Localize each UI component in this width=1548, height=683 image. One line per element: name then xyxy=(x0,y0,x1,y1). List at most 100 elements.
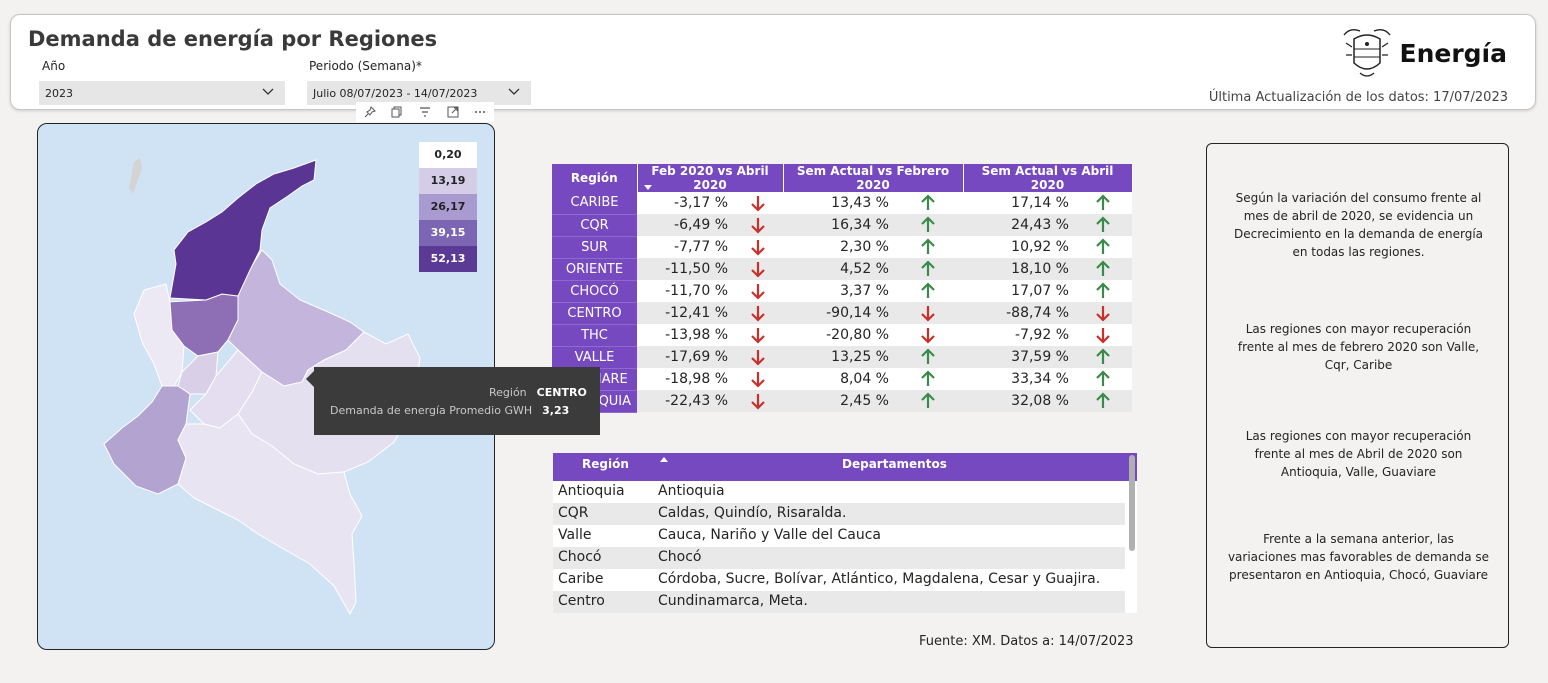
arrow-down-icon xyxy=(750,240,765,256)
value-cell: 2,30 % xyxy=(783,236,893,258)
region-cell: Centro xyxy=(558,593,605,609)
period-slicer[interactable]: Julio 08/07/2023 - 14/07/2023 xyxy=(307,81,531,105)
value-cell: -18,98 % xyxy=(637,368,732,390)
arrow-down-icon xyxy=(921,328,935,344)
coat-of-arms-icon xyxy=(1342,28,1391,77)
chevron-down-icon xyxy=(262,88,274,95)
arrow-down-icon xyxy=(921,306,935,322)
arrow-down-icon xyxy=(750,350,765,366)
value-cell: -7,77 % xyxy=(637,236,732,258)
colombia-map xyxy=(103,158,421,616)
arrow-up-icon xyxy=(921,348,935,364)
arrow-up-icon xyxy=(921,216,935,232)
year-slicer[interactable]: 2023 xyxy=(39,81,285,105)
table-row[interactable]: CHOCÓ -11,70 % 3,37 % 17,07 % xyxy=(552,280,1132,303)
chevron-down-icon xyxy=(508,88,520,95)
departments-cell: Cundinamarca, Meta. xyxy=(658,593,808,609)
insight-text: Las regiones con mayor recuperación fren… xyxy=(1245,429,1472,479)
column-header-feb-vs-abril[interactable]: Feb 2020 vs Abril 2020 xyxy=(637,164,784,192)
column-header-region[interactable]: Región xyxy=(552,164,638,192)
value-cell: -88,74 % xyxy=(963,302,1073,324)
tooltip-demand-row: Demanda de energía Promedio GWH 3,23 xyxy=(330,404,569,417)
table-row[interactable]: SUR -7,77 % 2,30 % 10,92 % xyxy=(552,236,1132,259)
arrow-down-icon xyxy=(750,284,765,300)
value-cell: -20,80 % xyxy=(783,324,893,346)
departments-cell: Córdoba, Sucre, Bolívar, Atlántico, Magd… xyxy=(658,571,1101,587)
departments-cell: Chocó xyxy=(658,549,702,565)
value-cell: 37,59 % xyxy=(963,346,1073,368)
value-cell: -22,43 % xyxy=(637,390,732,412)
table-row[interactable]: Antioquia Antioquia xyxy=(553,481,1125,503)
map-region-caribe[interactable] xyxy=(169,159,317,301)
filter-icon[interactable] xyxy=(419,106,431,118)
table-row[interactable]: Centro Cundinamarca, Meta. xyxy=(553,591,1125,613)
value-cell: 32,08 % xyxy=(963,390,1073,412)
table-row[interactable]: CQR Caldas, Quindío, Risaralda. xyxy=(553,503,1125,525)
value-cell: -7,92 % xyxy=(963,324,1073,346)
arrow-down-icon xyxy=(750,372,765,388)
year-slicer-label: Año xyxy=(42,59,66,73)
table-row[interactable]: ORIENTE -11,50 % 4,52 % 18,10 % xyxy=(552,258,1132,281)
value-cell: 18,10 % xyxy=(963,258,1073,280)
more-options-icon[interactable] xyxy=(474,106,486,118)
region-cell: CHOCÓ xyxy=(552,280,637,303)
table-row[interactable]: ANTIOQUIA-22,43 %2,45 %32,08 % xyxy=(552,390,1132,413)
arrow-up-icon xyxy=(1095,392,1110,408)
map-region-choco[interactable] xyxy=(133,283,185,387)
table-row[interactable]: GUAVIARE-18,98 %8,04 %33,34 % xyxy=(552,368,1132,391)
region-cell: ORIENTE xyxy=(552,258,637,281)
value-cell: 3,37 % xyxy=(783,280,893,302)
table-row[interactable]: THC -13,98 % -20,80 % -7,92 % xyxy=(552,324,1132,347)
value-cell: 13,25 % xyxy=(783,346,893,368)
focus-mode-icon[interactable] xyxy=(447,106,459,118)
table-row[interactable]: Caribe Córdoba, Sucre, Bolívar, Atlántico… xyxy=(553,569,1125,591)
value-cell: 8,04 % xyxy=(783,368,893,390)
legend-item: 13,19 xyxy=(419,168,477,194)
value-cell: -3,17 % xyxy=(637,192,732,214)
value-cell: -13,98 % xyxy=(637,324,732,346)
last-update-text: Última Actualización de los datos: 17/07… xyxy=(1208,90,1508,105)
value-cell: 13,43 % xyxy=(783,192,893,214)
header-panel: Demanda de energía por Regiones Año 2023… xyxy=(10,14,1536,110)
column-header-region[interactable]: Región xyxy=(582,457,629,471)
region-cell: CARIBE xyxy=(552,192,637,215)
arrow-up-icon xyxy=(921,238,935,254)
arrow-down-icon xyxy=(750,328,765,344)
table-row[interactable]: CQR -6,49 % 16,34 % 24,43 % xyxy=(552,214,1132,237)
region-cell: VALLE xyxy=(552,346,637,369)
table-row[interactable]: Valle Cauca, Nariño y Valle del Cauca xyxy=(553,525,1125,547)
map-region-sur[interactable] xyxy=(177,413,363,616)
value-cell: -11,70 % xyxy=(637,280,732,302)
map-region-valle[interactable] xyxy=(103,385,191,495)
value-cell: 4,52 % xyxy=(783,258,893,280)
legend-item: 26,17 xyxy=(419,194,477,220)
pin-icon[interactable] xyxy=(364,106,376,118)
value-cell: 2,45 % xyxy=(783,390,893,412)
table-row[interactable]: CARIBE -3,17 % 13,43 % 17,14 % xyxy=(552,192,1132,215)
value-cell: 17,14 % xyxy=(963,192,1073,214)
value-cell: 16,34 % xyxy=(783,214,893,236)
table-scrollbar[interactable] xyxy=(1129,455,1135,551)
value-cell: 24,43 % xyxy=(963,214,1073,236)
insights-panel: Según la variación del consumo frente al… xyxy=(1206,143,1509,648)
arrow-down-icon xyxy=(1095,328,1110,344)
region-cell: Valle xyxy=(558,527,592,543)
visual-toolbar xyxy=(356,102,494,122)
arrow-up-icon xyxy=(1095,260,1110,276)
column-header-departamentos[interactable]: Departamentos xyxy=(842,457,947,471)
table-row[interactable]: Chocó Chocó xyxy=(553,547,1125,569)
table-row[interactable]: VALLE -17,69 % 13,25 % 37,59 % xyxy=(552,346,1132,369)
arrow-down-icon xyxy=(750,262,765,278)
period-slicer-value: Julio 08/07/2023 - 14/07/2023 xyxy=(313,87,478,100)
column-header-sem-vs-febrero[interactable]: Sem Actual vs Febrero 2020 xyxy=(783,164,964,192)
table-row[interactable]: CENTRO -12,41 % -90,14 % -88,74 % xyxy=(552,302,1132,325)
variation-table: Región Feb 2020 vs Abril 2020 Sem Actual… xyxy=(552,164,1133,413)
tooltip-region-value: CENTRO xyxy=(536,386,587,399)
map-tooltip: Región CENTRO Demanda de energía Promedi… xyxy=(306,367,600,435)
departments-cell: Antioquia xyxy=(658,483,725,499)
legend-item: 39,15 xyxy=(419,220,477,246)
value-cell: -90,14 % xyxy=(783,302,893,324)
column-header-sem-vs-abril[interactable]: Sem Actual vs Abril 2020 xyxy=(963,164,1133,192)
copy-icon[interactable] xyxy=(391,106,403,118)
tooltip-demand-value: 3,23 xyxy=(542,404,570,417)
